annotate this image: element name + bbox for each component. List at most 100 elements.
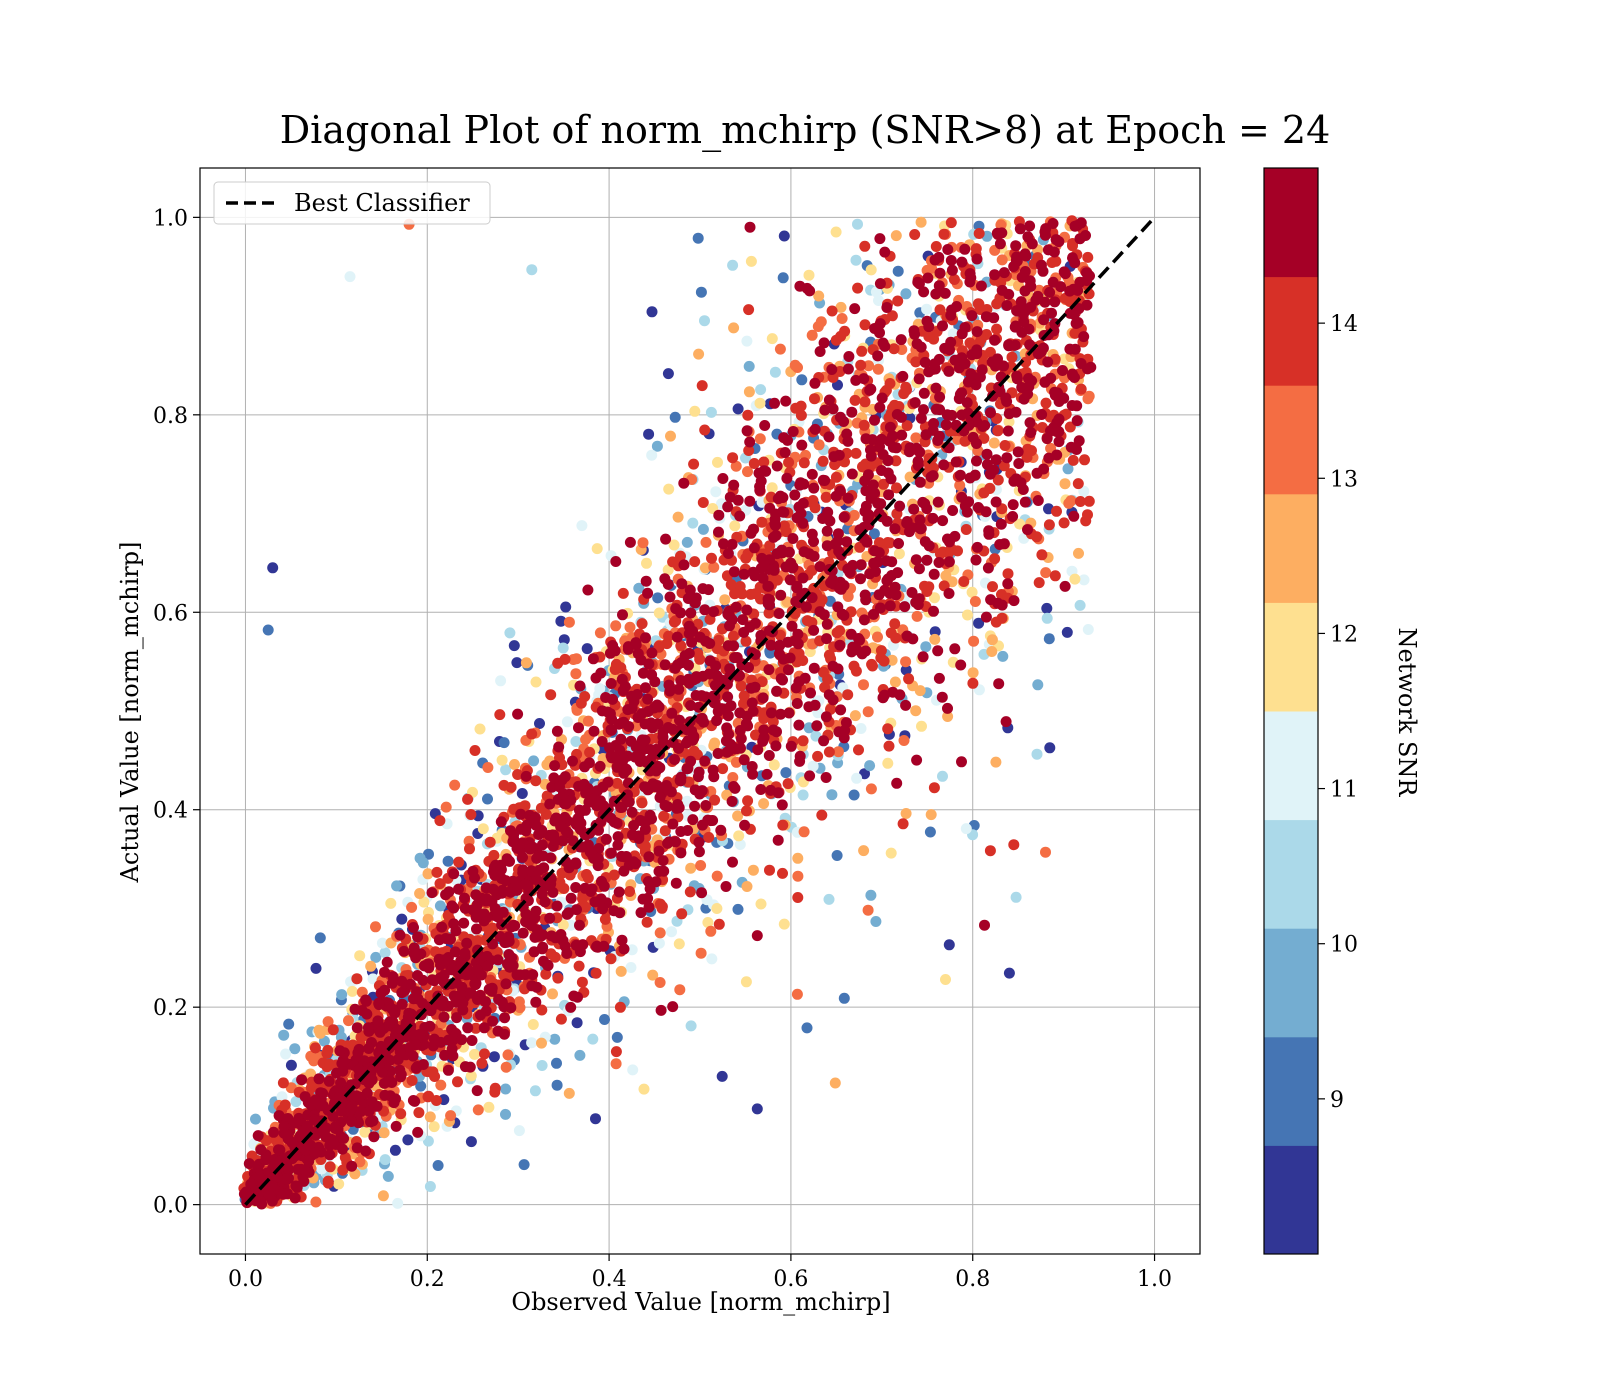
scatter-point <box>712 456 723 468</box>
scatter-point <box>1023 323 1035 335</box>
scatter-point <box>749 649 761 660</box>
scatter-point <box>390 1093 401 1105</box>
scatter-point <box>747 768 759 780</box>
scatter-point <box>789 359 801 371</box>
scatter-point <box>855 559 867 571</box>
scatter-point <box>605 678 617 689</box>
scatter-point <box>642 693 654 705</box>
scatter-point <box>741 805 752 817</box>
scatter-point <box>960 823 972 835</box>
scatter-point <box>540 968 552 980</box>
scatter-point <box>1040 397 1052 409</box>
scatter-point <box>952 545 963 557</box>
scatter-point <box>478 908 490 920</box>
scatter-point <box>823 431 835 443</box>
scatter-point <box>739 819 751 831</box>
scatter-point <box>498 737 510 749</box>
scatter-point <box>433 934 445 946</box>
scatter-point <box>780 767 792 779</box>
scatter-point <box>737 614 749 626</box>
scatter-point <box>455 989 467 1001</box>
scatter-point <box>1022 388 1034 400</box>
scatter-point <box>981 459 993 470</box>
scatter-point <box>379 1089 391 1101</box>
scatter-point <box>897 818 909 830</box>
x-tick-label: 1.0 <box>1137 1267 1172 1292</box>
scatter-point <box>765 639 777 651</box>
scatter-point <box>910 705 922 717</box>
scatter-point <box>865 889 877 901</box>
scatter-point <box>838 732 850 744</box>
scatter-point <box>509 759 520 770</box>
scatter-point <box>577 939 589 951</box>
scatter-point <box>838 992 850 1004</box>
scatter-point <box>744 621 756 633</box>
scatter-point <box>1072 284 1084 296</box>
scatter-point <box>805 687 816 699</box>
scatter-point <box>912 599 924 611</box>
scatter-point <box>852 282 864 294</box>
scatter-point <box>647 969 659 981</box>
scatter-point <box>697 670 709 682</box>
scatter-point <box>901 630 913 642</box>
scatter-point <box>900 656 912 668</box>
scatter-point <box>780 395 792 407</box>
scatter-point <box>961 397 973 409</box>
scatter-point <box>792 870 804 882</box>
scatter-point <box>688 745 700 757</box>
scatter-point <box>919 498 931 510</box>
scatter-point <box>891 482 902 494</box>
scatter-point <box>748 458 760 469</box>
scatter-point <box>872 363 884 375</box>
scatter-point <box>536 1004 548 1016</box>
scatter-point <box>653 937 665 949</box>
scatter-point <box>572 991 583 1003</box>
scatter-point <box>670 615 682 627</box>
scatter-point <box>320 1130 332 1142</box>
scatter-point <box>1061 626 1073 638</box>
scatter-point <box>354 1156 366 1168</box>
scatter-point <box>653 865 665 877</box>
scatter-point <box>940 974 951 985</box>
scatter-point <box>755 898 767 910</box>
scatter-point <box>504 855 515 867</box>
scatter-point <box>697 497 709 508</box>
scatter-point <box>1040 846 1051 858</box>
scatter-point <box>715 824 727 836</box>
scatter-point <box>776 799 788 811</box>
scatter-point <box>360 995 372 1007</box>
scatter-point <box>945 217 957 229</box>
scatter-point <box>994 539 1006 550</box>
colorbar-segment <box>1264 1145 1318 1255</box>
scatter-point <box>320 1122 332 1134</box>
scatter-point <box>1075 217 1087 229</box>
scatter-point <box>354 950 366 962</box>
scatter-point <box>984 483 996 494</box>
scatter-point <box>527 969 539 981</box>
scatter-point <box>389 1007 401 1019</box>
scatter-point <box>670 877 682 889</box>
scatter-point <box>578 778 590 790</box>
x-tick-label: 0.2 <box>410 1267 445 1292</box>
scatter-point <box>466 1035 478 1046</box>
scatter-point <box>1045 372 1057 384</box>
scatter-point <box>327 1024 339 1036</box>
scatter-point <box>862 904 874 916</box>
scatter-point <box>290 1180 302 1192</box>
scatter-point <box>520 770 532 782</box>
scatter-point <box>304 1139 316 1151</box>
scatter-point <box>515 823 527 835</box>
scatter-point <box>864 760 876 772</box>
scatter-point <box>285 1059 297 1071</box>
scatter-point <box>846 406 858 418</box>
scatter-point <box>763 750 775 761</box>
scatter-point <box>351 1022 363 1034</box>
y-tick-label: 0.8 <box>153 404 188 429</box>
scatter-point <box>960 524 972 535</box>
scatter-point <box>1069 257 1081 269</box>
scatter-point <box>889 523 901 535</box>
scatter-point <box>675 640 687 652</box>
scatter-point <box>560 798 572 810</box>
scatter-point <box>573 804 585 816</box>
scatter-point <box>969 596 981 607</box>
